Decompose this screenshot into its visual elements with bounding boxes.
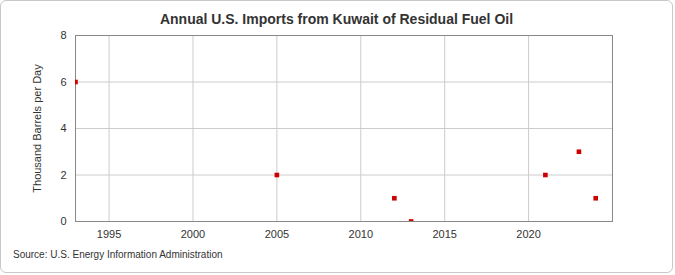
svg-text:6: 6 xyxy=(60,76,66,88)
svg-text:2020: 2020 xyxy=(516,228,540,240)
svg-text:4: 4 xyxy=(60,122,66,134)
html-text:Source: U.S. Energy Informatio: Source: U.S. Energy Information Administ… xyxy=(13,249,223,260)
svg-text:2000: 2000 xyxy=(181,228,205,240)
svg-text:2015: 2015 xyxy=(432,228,456,240)
svg-text:8: 8 xyxy=(60,29,66,41)
svg-text:1995: 1995 xyxy=(97,228,121,240)
svg-text:2: 2 xyxy=(60,169,66,181)
svg-text:0: 0 xyxy=(60,215,66,227)
svg-text:2005: 2005 xyxy=(265,228,289,240)
svg-text:Thousand Barrels per Day: Thousand Barrels per Day xyxy=(31,64,43,193)
html-text:Annual U.S. Imports from Kuwai: Annual U.S. Imports from Kuwait of Resid… xyxy=(159,11,514,27)
svg-text:2010: 2010 xyxy=(349,228,373,240)
